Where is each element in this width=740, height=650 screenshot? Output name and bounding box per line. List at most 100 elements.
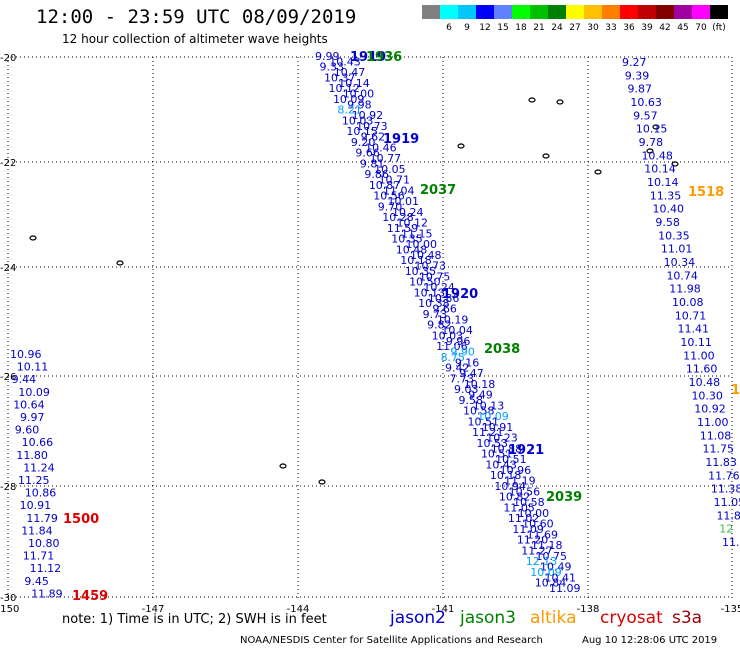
scale-label: 27 [569,23,581,33]
wave-height-value: 10.66 [22,436,53,449]
wave-height-value: 8.75 [441,351,466,364]
wave-height-value: 10.13 [414,286,446,299]
legend-altika: altika [530,608,577,628]
pass-time-label: 1936 [366,50,402,65]
lat-label: -26 [0,372,16,383]
scale-label: 42 [659,23,671,33]
wave-height-value: 11.80 [16,449,48,462]
footnote: note: 1) Time is in UTC; 2) SWH is in fe… [62,612,327,627]
island-outline [457,143,465,149]
wave-height-value: 9.78 [639,136,664,149]
scale-label: 12 [479,23,491,33]
wave-height-value: 9.97 [20,411,45,424]
pass-time-label: 1459 [72,589,108,604]
scale-label: (ft) [712,23,726,33]
scale-swatch [584,5,602,19]
credit-text: NOAA/NESDIS Center for Satellite Applica… [240,635,543,646]
scale-swatch [530,5,548,19]
pass-time-label: 1921 [508,443,544,458]
wave-height-value: 11.83 [705,456,737,469]
scale-swatch [440,5,458,19]
wave-height-value: 10.14 [338,77,370,90]
wave-height-value: 10.56 [509,485,541,498]
wave-height-value: 10.48 [689,376,721,389]
wave-height-value: 11.09 [512,523,544,536]
island-outline [279,463,287,469]
scale-label: 9 [464,23,470,33]
scale-label: 36 [623,23,635,33]
map-title: 12:00 - 23:59 UTC 08/09/2019 [36,6,357,28]
wave-height-value: 11.01 [661,243,693,256]
wave-height-value: 10.40 [653,203,685,216]
wave-height-value: 10.00 [405,238,437,251]
wave-height-value: 10.50 [409,276,441,289]
pass-time-label: 1919 [350,50,386,65]
scale-swatch [476,5,494,19]
pass-time-label: 1920 [442,287,478,302]
pass-time-label: 2038 [484,342,520,357]
wave-height-value: 10.48 [641,149,673,162]
wave-height-value: 10.11 [680,336,712,349]
island-outline [652,124,660,130]
wave-height-value: 10.94 [494,480,525,493]
wave-height-value: 11.25 [18,474,50,487]
map-subtitle: 12 hour collection of altimeter wave hei… [62,32,328,46]
lat-label: -20 [0,53,16,64]
wave-height-value: 8.21 [337,104,362,117]
island-outline [671,161,679,167]
wave-height-value: 10.35 [405,265,437,278]
scale-label: 33 [605,23,617,33]
wave-height-value: 9.62 [361,131,386,144]
wave-height-value: 11.05 [503,501,535,514]
wave-height-value: 10.56 [373,190,405,203]
wave-height-value: 10.03 [432,329,464,342]
scale-label: 70 [695,23,707,33]
wave-height-value: 11.41 [678,323,710,336]
scale-swatch [638,5,656,19]
scale-label: 15 [497,23,509,33]
wave-height-value: 11.00 [683,349,715,362]
scale-swatch [566,5,584,19]
wave-height-value: 11.76 [708,469,740,482]
wave-height-value: 7.73 [450,372,475,385]
wave-height-value: 11.06 [436,340,468,353]
wave-height-value: 9.47 [459,367,484,380]
wave-height-value: 10.04 [441,324,473,337]
wave-height-value: 10.91 [482,421,514,434]
lat-label: -24 [0,263,16,274]
wave-height-value: 10.03 [342,114,374,127]
wave-height-value: 12.13 [526,555,558,568]
wave-height-value: 10.88 [491,442,523,455]
wave-height-value: 10.14 [647,176,679,189]
scale-label: 21 [533,23,545,33]
pass-time-label: 2039 [546,490,582,505]
wave-height-value: 10.24 [423,281,455,294]
island-outline [646,148,654,154]
wave-height-value: 9.27 [622,56,647,69]
wave-height-value: 11.8 [722,536,740,549]
wave-height-value: 11.21 [472,426,504,439]
wave-height-value: 11.09 [549,582,581,595]
wave-height-value: 9.58 [459,394,484,407]
wave-height-value: 10.23 [486,432,518,445]
wave-height-value: 10.73 [414,260,446,273]
wave-height-value: 10.24 [392,206,424,219]
wave-height-value: 10.28 [382,211,414,224]
wave-height-value: 10.43 [485,458,517,471]
wave-height-value: 10.01 [388,195,420,208]
wave-height-value: 10.11 [17,361,49,374]
wave-height-value: 9.58 [655,216,680,229]
wave-height-value: 11.59 [387,222,419,235]
wave-height-value: 9.81 [360,157,385,170]
scale-label: 45 [677,23,689,33]
wave-height-value: 10.47 [334,66,366,79]
wave-height-value: 9.42 [445,362,470,375]
wave-height-value: 10.92 [352,109,384,122]
wave-height-value: 10.80 [28,537,60,550]
wave-height-value: 11.60 [686,363,718,376]
wave-height-value: 11.38 [711,483,740,496]
scale-swatch [710,5,728,19]
wave-height-value: 10.64 [13,398,45,411]
wave-height-value: 11.04 [383,184,415,197]
wave-height-value: 9.99 [315,50,340,63]
